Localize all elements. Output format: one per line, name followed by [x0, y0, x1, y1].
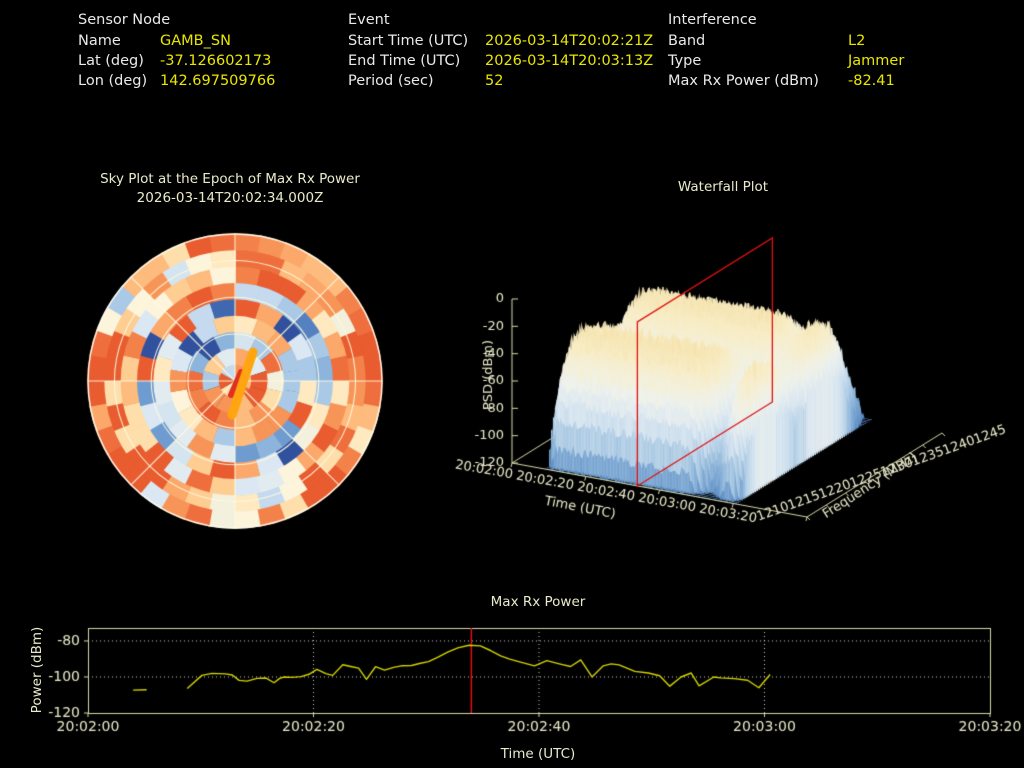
- sensor-name-value: GAMB_SN: [160, 33, 231, 49]
- sky-plot-title: Sky Plot at the Epoch of Max Rx Power 20…: [70, 170, 390, 208]
- sensor-lon-label: Lon (deg): [78, 73, 148, 89]
- sky-plot-title-line1: Sky Plot at the Epoch of Max Rx Power: [100, 171, 360, 187]
- event-start-value: 2026-03-14T20:02:21Z: [485, 33, 654, 49]
- sensor-lat-label: Lat (deg): [78, 53, 144, 69]
- sensor-lat-value: -37.126602173: [160, 53, 272, 69]
- event-heading: Event: [348, 12, 390, 28]
- event-period-value: 52: [485, 73, 504, 89]
- interference-band-value: L2: [848, 33, 866, 49]
- interference-type-value: Jammer: [848, 53, 905, 69]
- event-period-label: Period (sec): [348, 73, 434, 89]
- interference-heading: Interference: [668, 12, 757, 28]
- sensor-node-heading: Sensor Node: [78, 12, 171, 28]
- sky-plot-canvas: [75, 221, 395, 541]
- sensor-name-label: Name: [78, 33, 121, 49]
- interference-type-label: Type: [668, 53, 702, 69]
- sensor-lon-value: 142.697509766: [160, 73, 276, 89]
- power-plot-canvas: [0, 600, 1024, 768]
- event-start-label: Start Time (UTC): [348, 33, 469, 49]
- interference-maxrx-label: Max Rx Power (dBm): [668, 73, 819, 89]
- event-end-value: 2026-03-14T20:03:13Z: [485, 53, 654, 69]
- sky-plot-title-line2: 2026-03-14T20:02:34.000Z: [136, 190, 324, 206]
- event-end-label: End Time (UTC): [348, 53, 461, 69]
- waterfall-canvas: [400, 170, 1024, 570]
- interference-band-label: Band: [668, 33, 706, 49]
- interference-maxrx-value: -82.41: [848, 73, 895, 89]
